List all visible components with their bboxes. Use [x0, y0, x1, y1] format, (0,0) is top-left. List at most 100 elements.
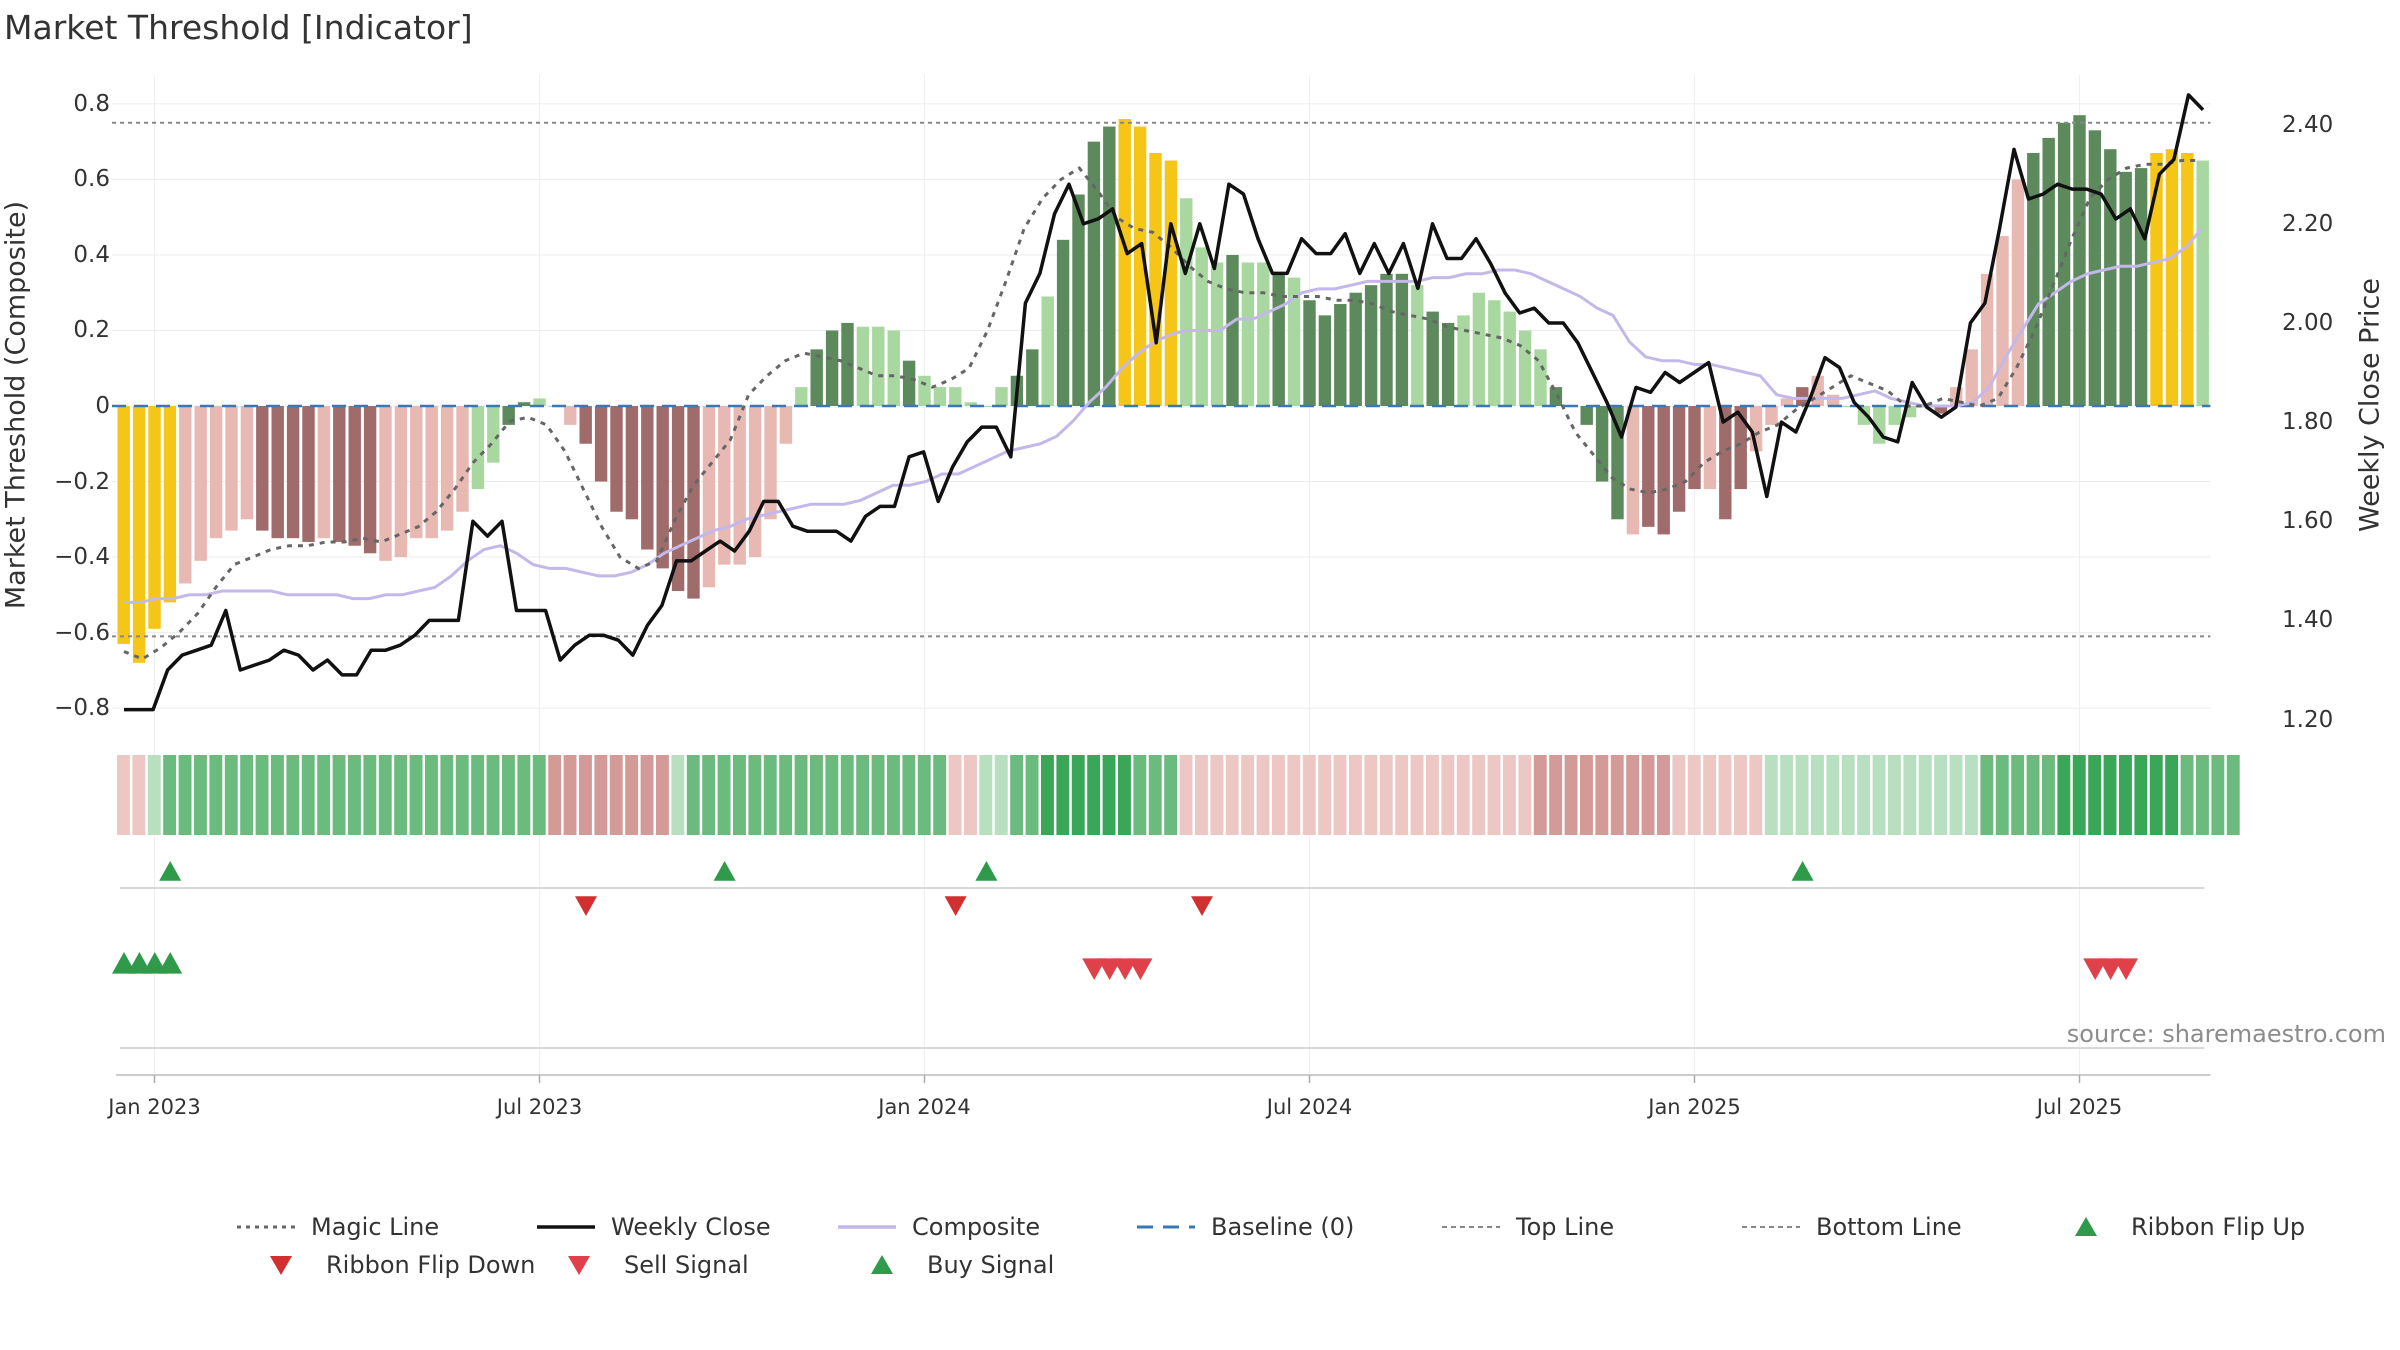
ribbon-cell — [702, 755, 716, 835]
ribbon-cell — [594, 755, 608, 835]
composite-bar — [1210, 262, 1224, 406]
composite-bar — [856, 326, 870, 406]
composite-bar — [194, 406, 207, 561]
legend-label: Baseline (0) — [1211, 1213, 1355, 1241]
y2-tick-label: 2.00 — [2282, 309, 2334, 336]
ribbon-cell — [486, 755, 500, 835]
legend-swatch-sell-signal — [568, 1256, 590, 1275]
ribbon-cell — [1564, 755, 1578, 835]
composite-bar — [872, 326, 885, 406]
ribbon-cell — [1980, 755, 1994, 835]
y-axis-label-left: Market Threshold (Composite) — [0, 200, 32, 610]
ribbon-cell — [348, 755, 361, 835]
ribbon-cell — [240, 755, 254, 835]
composite-bar — [810, 349, 823, 406]
composite-bar — [702, 406, 716, 588]
ribbon-cell — [271, 755, 284, 835]
composite-bar — [887, 330, 900, 406]
composite-bar — [1149, 152, 1162, 406]
ribbon-cell — [917, 755, 931, 835]
ribbon-cell — [440, 755, 454, 835]
ribbon-cell — [1718, 755, 1732, 835]
y2-tick-label: 1.20 — [2282, 706, 2334, 733]
ribbon-cell — [717, 755, 731, 835]
composite-bar — [1934, 406, 1948, 414]
composite-bar — [718, 406, 731, 565]
ribbon-cell — [2057, 755, 2071, 835]
legend-swatch-ribbon-flip-up — [2075, 1217, 2097, 1236]
ribbon-cell — [1872, 755, 1886, 835]
ribbon-cell — [1210, 755, 1224, 835]
ribbon-cell — [1734, 755, 1747, 835]
ribbon-cell — [409, 755, 423, 835]
legend: Magic Line Weekly Close Composite Baseline … — [0, 1200, 2400, 1290]
composite-bar — [440, 406, 454, 531]
ribbon-flip-down-marker — [575, 896, 597, 916]
composite-bar — [1888, 406, 1901, 425]
ribbon-cell — [964, 755, 977, 835]
ribbon-cell — [224, 755, 238, 835]
ribbon-cell — [1487, 755, 1501, 835]
composite-bar — [256, 406, 269, 531]
ribbon-cell — [394, 755, 408, 835]
x-tick-label: Jul 2025 — [2036, 1095, 2123, 1119]
legend-swatch-baseline-0 — [1137, 1225, 1195, 1229]
ribbon-cell — [1041, 755, 1054, 835]
composite-bar — [1472, 292, 1486, 406]
ribbon-cell — [1749, 755, 1763, 835]
ribbon-cell — [1657, 755, 1670, 835]
ribbon-cell — [548, 755, 562, 835]
composite-bar — [687, 406, 700, 599]
ribbon-cell — [2165, 755, 2179, 835]
ribbon-cell — [286, 755, 300, 835]
ribbon-cell — [1857, 755, 1871, 835]
ribbon-cell — [1533, 755, 1547, 835]
ribbon-cell — [1426, 755, 1439, 835]
ribbon-cell — [902, 755, 916, 835]
ribbon-flip-down-marker — [1191, 896, 1213, 916]
ribbon-cell — [178, 755, 192, 835]
composite-bar — [1226, 254, 1239, 406]
composite-bar — [2134, 168, 2148, 406]
ribbon-cell — [733, 755, 746, 835]
ribbon-flip-up-marker — [713, 861, 736, 881]
ribbon-cell — [1795, 755, 1809, 835]
composite-bar — [1703, 406, 1717, 490]
composite-bar — [1287, 277, 1301, 406]
ribbon-cell — [425, 755, 438, 835]
ribbon-cell — [1410, 755, 1424, 835]
ribbon-cell — [609, 755, 623, 835]
ribbon-cell — [147, 755, 161, 835]
legend-swatch-bottom-line — [1742, 1226, 1800, 1228]
chart-title: Market Threshold [Indicator] — [4, 8, 473, 47]
composite-bar — [1534, 349, 1547, 406]
ribbon-cell — [1256, 755, 1270, 835]
ribbon-cell — [748, 755, 762, 835]
ribbon-cell — [2011, 755, 2025, 835]
ribbon-cell — [810, 755, 823, 835]
composite-bar — [918, 375, 931, 406]
ribbon-cell — [1764, 755, 1778, 835]
legend-label: Sell Signal — [624, 1251, 749, 1279]
ribbon-cell — [625, 755, 639, 835]
ribbon-cell — [1626, 755, 1640, 835]
composite-bar — [1334, 304, 1347, 406]
composite-bar — [487, 406, 500, 463]
composite-bar — [2011, 179, 2025, 406]
y2-tick-label: 1.60 — [2282, 508, 2334, 535]
magic-line — [123, 159, 2200, 661]
legend-swatch-top-line — [1442, 1226, 1500, 1228]
ribbon-cell — [1826, 755, 1840, 835]
ribbon-cell — [455, 755, 469, 835]
legend-label: Ribbon Flip Down — [326, 1251, 536, 1279]
composite-bar — [394, 406, 408, 558]
legend-item: Magic Line — [235, 1213, 439, 1241]
ribbon-cell — [1318, 755, 1332, 835]
composite-bar — [302, 406, 315, 542]
composite-bar — [625, 406, 639, 520]
composite-bar — [117, 406, 130, 644]
composite-bar — [1118, 118, 1131, 407]
ribbon-cell — [1195, 755, 1208, 835]
composite-bar — [1056, 239, 1070, 406]
